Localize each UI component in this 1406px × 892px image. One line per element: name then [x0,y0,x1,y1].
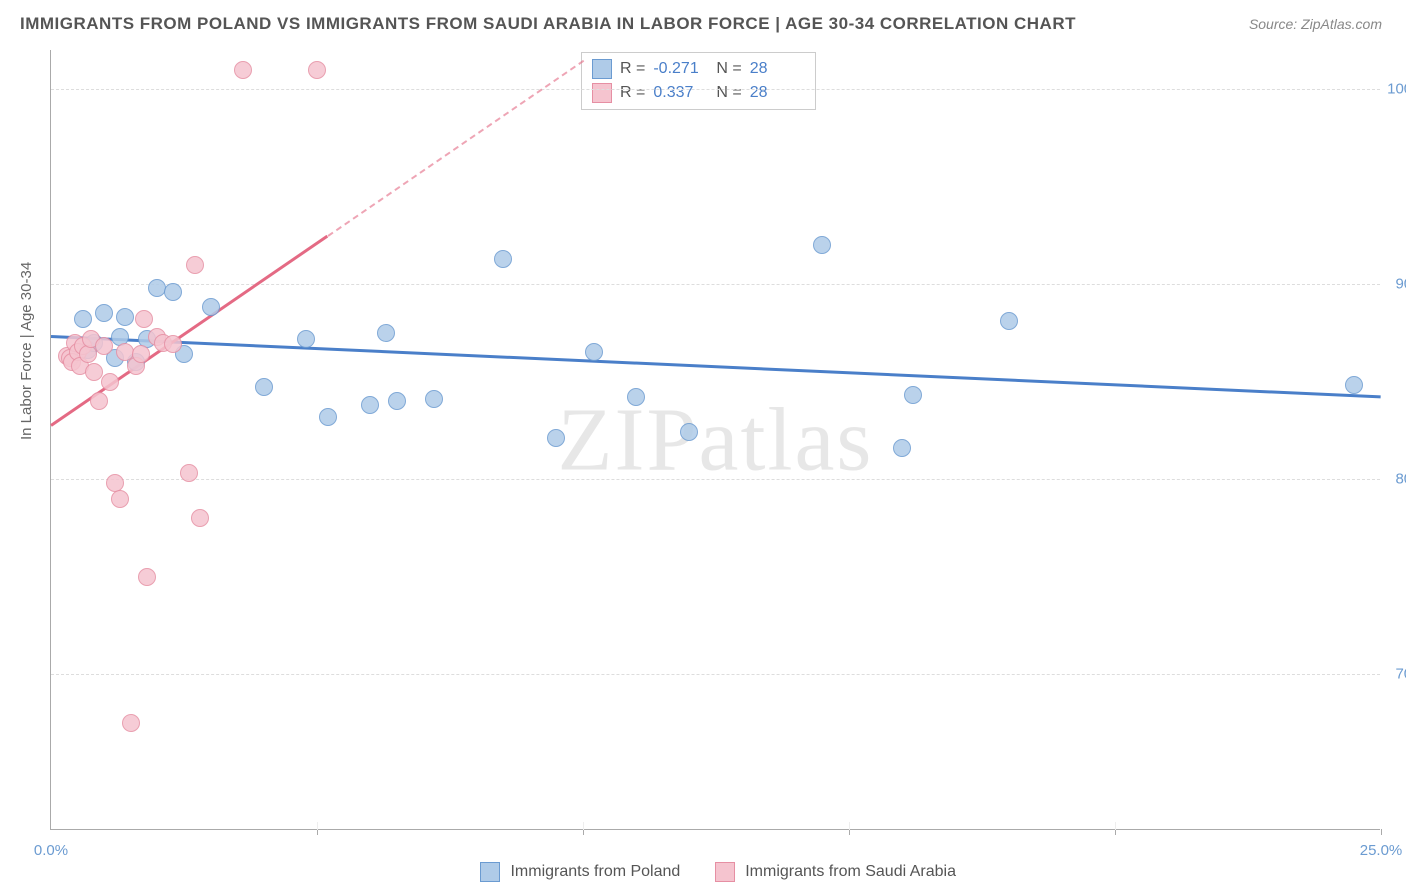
data-point [547,429,565,447]
y-tick-label: 80.0% [1395,471,1406,488]
data-point [425,390,443,408]
swatch-poland-icon [592,59,612,79]
gridline-v [317,822,318,830]
data-point [494,250,512,268]
legend-label-saudi: Immigrants from Saudi Arabia [745,863,956,880]
data-point [680,423,698,441]
data-point [116,308,134,326]
legend-swatch-saudi-icon [715,862,735,882]
data-point [361,396,379,414]
gridline-h [51,479,1380,480]
source-label: Source: ZipAtlas.com [1249,16,1382,32]
data-point [122,714,140,732]
gridline-h [51,89,1380,90]
y-tick-label: 100.0% [1387,81,1406,98]
data-point [202,298,220,316]
data-point [904,386,922,404]
chart-title: IMMIGRANTS FROM POLAND VS IMMIGRANTS FRO… [20,14,1076,34]
data-point [90,392,108,410]
data-point [164,335,182,353]
stats-box: R = -0.271 N = 28 R = 0.337 N = 28 [581,52,816,110]
data-point [164,283,182,301]
data-point [138,568,156,586]
stats-row-poland: R = -0.271 N = 28 [592,57,805,81]
data-point [74,310,92,328]
gridline-v [849,822,850,830]
data-point [627,388,645,406]
trend-line-dashed [327,60,583,237]
gridline-v [583,822,584,830]
data-point [191,509,209,527]
r-label: R = [620,84,645,102]
data-point [585,343,603,361]
data-point [388,392,406,410]
data-point [132,345,150,363]
legend-swatch-poland-icon [480,862,500,882]
data-point [85,363,103,381]
data-point [111,490,129,508]
x-tick-mark [1381,829,1382,835]
data-point [101,373,119,391]
data-point [95,337,113,355]
legend-label-poland: Immigrants from Poland [510,863,680,880]
r-value-saudi: 0.337 [653,84,708,102]
swatch-saudi-icon [592,83,612,103]
data-point [234,61,252,79]
stats-row-saudi: R = 0.337 N = 28 [592,81,805,105]
data-point [308,61,326,79]
bottom-legend: Immigrants from Poland Immigrants from S… [0,862,1406,882]
data-point [377,324,395,342]
trend-line [51,335,1381,398]
n-value-saudi: 28 [750,84,805,102]
data-point [297,330,315,348]
n-value-poland: 28 [750,60,805,78]
watermark: ZIPatlas [558,388,874,491]
data-point [319,408,337,426]
n-label: N = [716,60,741,78]
x-tick-label: 0.0% [34,842,68,859]
x-tick-label: 25.0% [1360,842,1403,859]
y-tick-label: 70.0% [1395,666,1406,683]
gridline-v [1115,822,1116,830]
data-point [135,310,153,328]
data-point [180,464,198,482]
r-label: R = [620,60,645,78]
data-point [1345,376,1363,394]
data-point [893,439,911,457]
y-tick-label: 90.0% [1395,276,1406,293]
data-point [813,236,831,254]
n-label: N = [716,84,741,102]
gridline-h [51,284,1380,285]
y-axis-title: In Labor Force | Age 30-34 [18,262,35,440]
gridline-h [51,674,1380,675]
data-point [1000,312,1018,330]
r-value-poland: -0.271 [653,60,708,78]
data-point [255,378,273,396]
data-point [95,304,113,322]
data-point [186,256,204,274]
plot-area: ZIPatlas R = -0.271 N = 28 R = 0.337 N =… [50,50,1380,830]
